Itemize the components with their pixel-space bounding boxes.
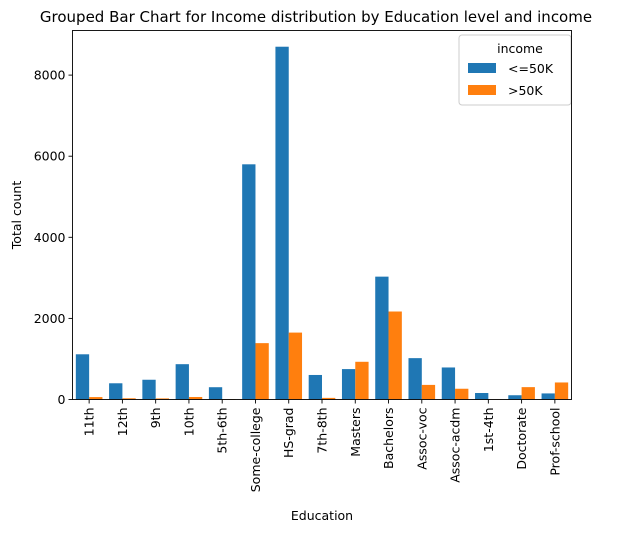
y-tick-label: 6000 — [34, 149, 66, 164]
bar-le50k-some-college — [242, 164, 256, 400]
x-axis-label: Education — [291, 508, 353, 523]
legend-swatch-gt50k — [468, 85, 496, 95]
bar-gt50k-assoc-voc — [421, 384, 436, 400]
bar-gt50k-11th — [89, 397, 103, 400]
y-axis-label: Total count — [9, 181, 24, 251]
y-tick-label: 2000 — [34, 311, 66, 326]
bar-le50k-hs-grad — [275, 46, 289, 400]
bar-gt50k-some-college — [255, 343, 269, 400]
x-tick-label: 12th — [115, 408, 130, 437]
x-tick-label: 7th-8th — [315, 408, 330, 454]
x-tick-label: Prof-school — [547, 408, 562, 476]
x-tick-label: Doctorate — [514, 407, 529, 469]
bar-le50k-prof-school — [541, 393, 555, 400]
bar-le50k-11th — [75, 354, 90, 400]
legend-label-le50k: <=50K — [508, 61, 554, 76]
bar-le50k-bachelors — [375, 276, 389, 400]
legend-swatch-le50k — [468, 63, 496, 73]
x-tick-label: 9th — [148, 408, 163, 429]
bar-le50k-5th-6th — [208, 387, 223, 400]
bar-gt50k-12th — [122, 398, 136, 400]
x-tick-label: Assoc-voc — [414, 407, 429, 469]
bar-gt50k-hs-grad — [288, 332, 303, 400]
x-tick-label: 11th — [82, 408, 97, 437]
legend-title: income — [497, 41, 543, 56]
x-tick-label: Masters — [348, 408, 363, 457]
bar-gt50k-assoc-acdm — [455, 388, 469, 400]
x-tick-label: 10th — [181, 408, 196, 437]
legend: income <=50K >50K — [458, 34, 572, 106]
x-tick-label: Bachelors — [381, 408, 396, 470]
x-tick-label: Assoc-acdm — [448, 408, 463, 483]
bar-gt50k-bachelors — [388, 311, 402, 400]
x-tick-label: 5th-6th — [215, 408, 230, 454]
bar-le50k-doctorate — [508, 395, 522, 400]
bar-gt50k-doctorate — [521, 387, 535, 400]
bar-le50k-7th-8th — [308, 374, 322, 400]
x-axis: 11th 12th 9th 10th 5th-6th Some-college HS-gra… — [82, 399, 562, 492]
x-tick-label: 1st-4th — [481, 408, 496, 453]
bar-gt50k-9th — [155, 398, 169, 400]
x-tick-label: Some-college — [248, 407, 263, 492]
y-tick-label: 4000 — [34, 230, 66, 245]
x-tick-label: HS-grad — [281, 408, 296, 459]
bar-le50k-12th — [109, 383, 123, 400]
bar-le50k-1st-4th — [475, 393, 489, 400]
bar-le50k-assoc-acdm — [441, 367, 456, 400]
bar-gt50k-prof-school — [554, 382, 569, 400]
y-tick-label: 0 — [58, 392, 66, 407]
y-axis: 0 2000 4000 6000 8000 — [34, 68, 73, 407]
bar-gt50k-10th — [188, 396, 203, 400]
chart-title: Grouped Bar Chart for Income distributio… — [40, 8, 592, 26]
bar-gt50k-masters — [355, 361, 369, 400]
bar-le50k-assoc-voc — [408, 358, 422, 400]
bar-le50k-masters — [341, 369, 356, 400]
plot-frame — [72, 30, 572, 400]
y-tick-label: 8000 — [34, 68, 66, 83]
bars-group — [75, 46, 569, 400]
legend-label-gt50k: >50K — [508, 83, 543, 98]
bar-gt50k-7th-8th — [322, 397, 336, 400]
bar-le50k-9th — [142, 379, 156, 400]
bar-le50k-10th — [175, 364, 189, 400]
